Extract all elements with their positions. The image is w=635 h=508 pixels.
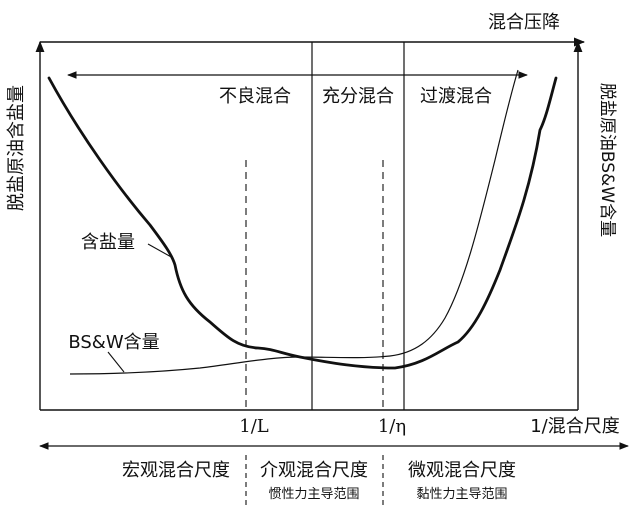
salt-curve-label: 含盐量 bbox=[81, 232, 135, 253]
bsw-curve bbox=[69, 69, 519, 375]
bsw-curve-label: BS&W含量 bbox=[68, 332, 159, 353]
x-axis-label: 1/混合尺度 bbox=[530, 416, 620, 437]
tick-label-1-over-L: 1/L bbox=[239, 416, 269, 437]
left-axis-label: 脱盐原油含盐量 bbox=[6, 85, 27, 211]
region-label-poor-mixing: 不良混合 bbox=[219, 86, 291, 107]
salt-label-leader bbox=[147, 243, 174, 259]
scale-label-macro: 宏观混合尺度 bbox=[122, 460, 230, 481]
region-label-transition-mixing: 过渡混合 bbox=[420, 86, 492, 107]
tick-label-1-over-eta: 1/η bbox=[378, 416, 406, 437]
salt-curve bbox=[47, 76, 558, 370]
region-label-full-mixing: 充分混合 bbox=[322, 86, 394, 107]
bsw-label-leader bbox=[107, 351, 125, 373]
scale-label-meso: 介观混合尺度 bbox=[260, 460, 368, 481]
scale-label-micro: 微观混合尺度 bbox=[408, 460, 516, 481]
top-axis-label: 混合压降 bbox=[488, 12, 560, 33]
right-axis-label: 脱盐原油BS&W含量 bbox=[597, 83, 617, 237]
scale-sub-micro: 黏性力主导范围 bbox=[416, 486, 507, 502]
scale-sub-meso: 惯性力主导范围 bbox=[268, 486, 359, 502]
